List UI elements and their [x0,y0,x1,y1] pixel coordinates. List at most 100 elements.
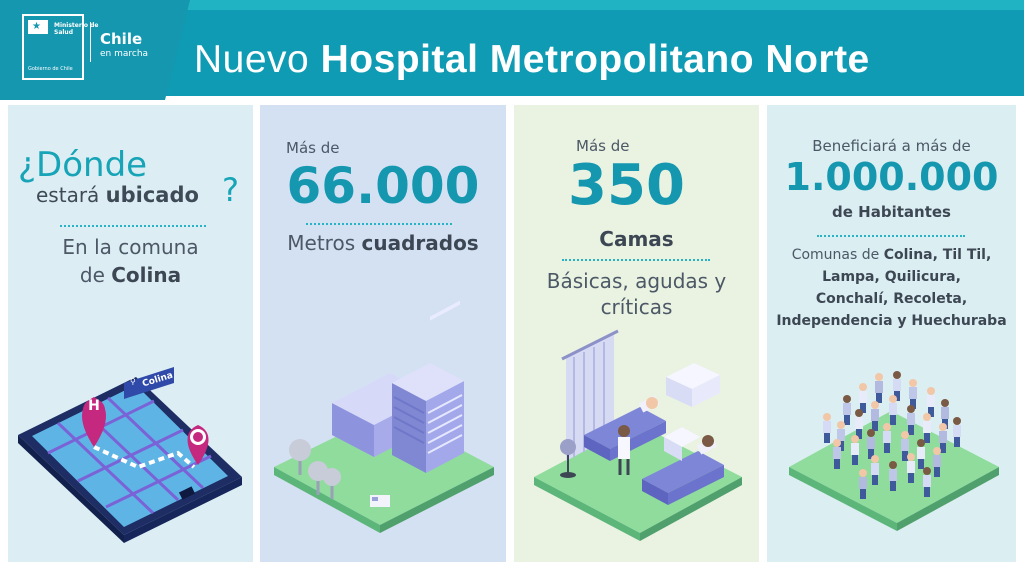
person-figure [884,443,890,453]
person-figure [890,415,896,425]
communes-line-2: Lampa, Quilicura, [822,269,961,285]
person-figure [872,475,878,485]
person-figure [923,475,931,487]
map-illustration [18,367,242,543]
person-figure [908,473,914,483]
person-figure [939,431,947,443]
person-figure [954,437,960,447]
person-figure [837,421,845,429]
person-figure [918,459,924,469]
ministry-line-1: Ministerio de [54,22,99,29]
communes-line-1: Comunas de Colina, Til Til, [767,247,1016,263]
header-top-strip [0,0,1024,10]
person-figure [855,417,863,429]
person-figure [889,403,897,415]
person-figure [924,433,930,443]
person-figure [823,413,831,421]
person-figure [859,477,867,489]
person-figure [876,393,882,403]
person-figure [823,421,831,433]
person-figure [890,481,896,491]
person-figure [928,407,934,417]
person-figure [953,425,961,437]
person-figure [843,403,851,415]
area-prefix: Más de [286,139,340,157]
person-figure [859,391,867,403]
beds-prefix: Más de [576,137,630,155]
communes-prefix: Comunas de [791,247,880,263]
person-figure [824,433,830,443]
population-label: de Habitantes [832,203,951,221]
person-figure [833,447,841,459]
person-figure [902,451,908,461]
person-figure [933,447,941,455]
person-figure [833,439,841,447]
hospital-marker-label: H [88,398,100,414]
person-figure [893,371,901,379]
population-value: 1.000.000 [784,155,999,199]
person-figure [889,461,897,469]
person-figure [910,399,916,409]
logo-divider [90,22,91,62]
person-figure [851,435,859,443]
building-illustration [274,300,494,533]
panel-population: Beneficiará a más de 1.000.000 de Habita… [767,105,1016,562]
person-figure [872,421,878,431]
person-figure [883,431,891,443]
person-figure [871,409,879,421]
hospital-room-illustration [534,329,742,541]
question-mark: ? [222,171,239,209]
beds-detail-2: críticas [600,295,673,319]
flag-icon [28,20,48,34]
area-label: Metros cuadrados [260,231,506,255]
question-line-2: estará ubicado [36,183,199,207]
person-figure [860,489,866,499]
area-label-bold: cuadrados [361,231,479,255]
person-figure [838,441,844,451]
person-figure [909,379,917,387]
person-figure [941,399,949,407]
communes-line-4: Independencia y Huechuraba [776,313,1007,329]
page-title: Nuevo Hospital Metropolitano Norte [194,38,870,82]
title-light: Nuevo [194,38,310,81]
person-figure [843,395,851,403]
person-figure [907,461,915,473]
star-icon: ★ [32,21,41,32]
person-figure [883,423,891,431]
person-figure [908,425,914,435]
person-figure [907,405,915,413]
answer-prefix: de [79,263,105,287]
communes-bold-1: Colina, Til Til, [883,247,992,263]
population-prefix: Beneficiará a más de [812,137,971,155]
person-figure [907,453,915,461]
person-figure [837,429,845,441]
person-figure [939,423,947,431]
divider-dots [562,259,710,261]
ministry-line-2: Salud [54,29,73,36]
panel-beds: Más de 350 Camas Básicas, agudas y críti… [514,105,759,562]
person-figure [923,467,931,475]
area-value: 66.000 [286,157,480,215]
communes-line-3: Conchalí, Recoleta, [815,291,968,307]
person-figure [909,387,917,399]
person-figure [867,429,875,437]
person-figure [927,395,935,407]
person-figure [923,421,931,433]
logo-area: ★ Ministerio de Salud Gobierno de Chile … [0,0,190,100]
beds-label: Camas [599,227,674,251]
person-figure [894,391,900,401]
answer-bold: Colina [111,263,182,287]
person-figure [901,439,909,451]
person-figure [855,409,863,417]
location-pin-icon: ⚲ [130,377,136,386]
person-figure [875,373,883,381]
person-figure [851,443,859,455]
person-figure [859,383,867,391]
question-line-1: ¿Dónde [18,145,148,185]
question-bold: ubicado [105,183,199,207]
person-figure [867,437,875,449]
person-figure [852,455,858,465]
crowd-illustration [789,371,999,531]
person-figure [871,463,879,475]
person-figure [868,449,874,459]
